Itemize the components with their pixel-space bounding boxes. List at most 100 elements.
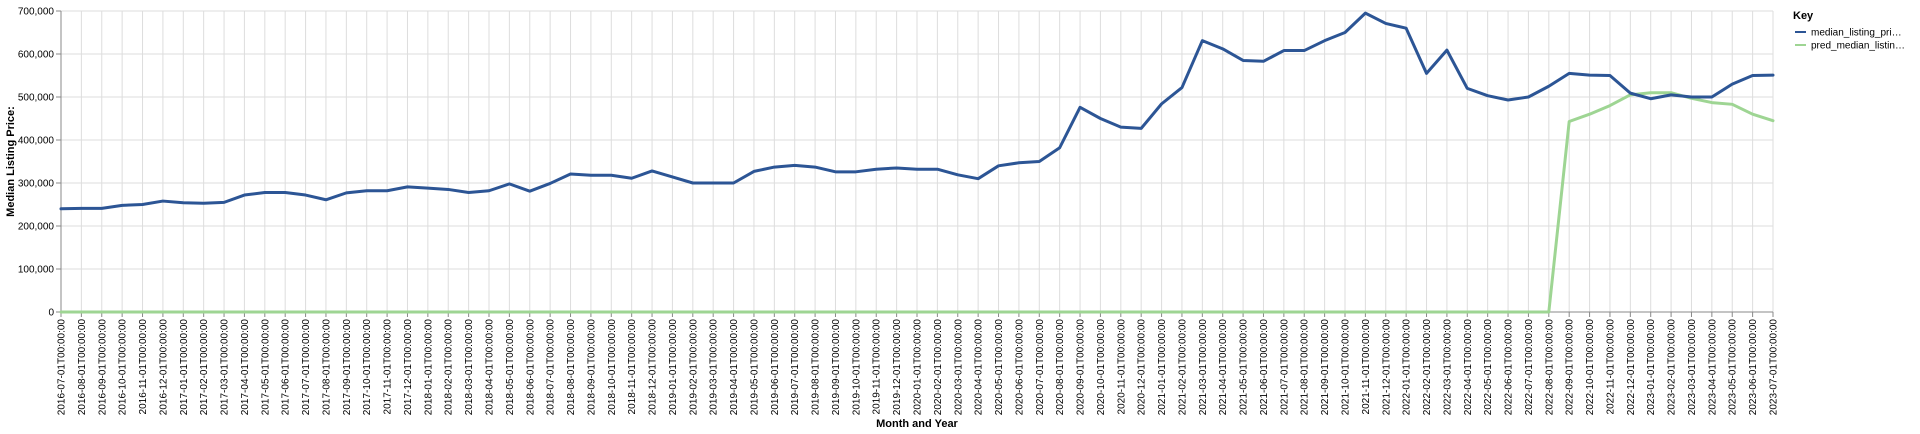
x-tick-label: 2020-11-01T00:00:00 bbox=[1116, 319, 1127, 415]
x-axis-title: Month and Year bbox=[876, 418, 958, 430]
x-tick-label: 2022-06-01T00:00:00 bbox=[1504, 319, 1515, 416]
y-tick-label: 600,000 bbox=[18, 50, 55, 61]
x-tick-label: 2019-06-01T00:00:00 bbox=[770, 319, 781, 416]
x-tick-label: 2019-05-01T00:00:00 bbox=[749, 319, 760, 416]
x-tick-label: 2017-08-01T00:00:00 bbox=[321, 319, 332, 416]
series-lines bbox=[59, 11, 1775, 314]
x-tick-label: 2017-07-01T00:00:00 bbox=[301, 319, 312, 416]
x-tick-label: 2018-11-01T00:00:00 bbox=[627, 319, 638, 415]
x-tick-label: 2016-09-01T00:00:00 bbox=[97, 319, 108, 416]
x-tick-label: 2023-02-01T00:00:00 bbox=[1667, 319, 1678, 416]
y-tick-label: 400,000 bbox=[18, 136, 55, 147]
x-tick-label: 2020-05-01T00:00:00 bbox=[994, 319, 1005, 416]
x-tick-label: 2021-12-01T00:00:00 bbox=[1381, 319, 1392, 416]
y-tick-label: 100,000 bbox=[18, 265, 55, 276]
x-tick-labels: 2016-07-01T00:00:00 2016-08-01T00:00:00 20… bbox=[57, 319, 1780, 416]
x-tick-label: 2019-12-01T00:00:00 bbox=[892, 319, 903, 416]
x-tick-label: 2020-04-01T00:00:00 bbox=[974, 319, 985, 416]
x-tick-label: 2020-02-01T00:00:00 bbox=[933, 319, 944, 416]
x-tick-label: 2018-10-01T00:00:00 bbox=[607, 319, 618, 416]
y-tick-label: 300,000 bbox=[18, 179, 55, 190]
axes bbox=[56, 10, 1774, 317]
x-tick-label: 2019-11-01T00:00:00 bbox=[872, 319, 883, 415]
x-tick-label: 2023-01-01T00:00:00 bbox=[1646, 319, 1657, 416]
x-tick-label: 2022-09-01T00:00:00 bbox=[1565, 319, 1576, 416]
legend-title: Key bbox=[1793, 10, 1814, 22]
x-tick-label: 2016-11-01T00:00:00 bbox=[138, 319, 149, 415]
x-tick-label: 2018-04-01T00:00:00 bbox=[485, 319, 496, 416]
x-tick-label: 2018-02-01T00:00:00 bbox=[444, 319, 455, 416]
y-tick-label: 500,000 bbox=[18, 93, 55, 104]
x-tick-label: 2021-05-01T00:00:00 bbox=[1239, 319, 1250, 416]
x-tick-label: 2018-05-01T00:00:00 bbox=[505, 319, 516, 416]
legend-label: median_listing_pri… bbox=[1811, 28, 1902, 39]
y-tick-label: 0 bbox=[48, 308, 54, 319]
x-tick-label: 2019-10-01T00:00:00 bbox=[851, 319, 862, 416]
x-tick-label: 2016-10-01T00:00:00 bbox=[118, 319, 129, 416]
x-tick-label: 2023-04-01T00:00:00 bbox=[1707, 319, 1718, 416]
x-tick-label: 2021-08-01T00:00:00 bbox=[1300, 319, 1311, 416]
y-axis-title: Median Listing Price: bbox=[5, 106, 17, 217]
x-tick-label: 2019-04-01T00:00:00 bbox=[729, 319, 740, 416]
x-tick-label: 2017-01-01T00:00:00 bbox=[179, 319, 190, 416]
x-tick-label: 2020-03-01T00:00:00 bbox=[953, 319, 964, 416]
x-tick-label: 2016-07-01T00:00:00 bbox=[57, 319, 68, 416]
x-tick-label: 2017-09-01T00:00:00 bbox=[342, 319, 353, 416]
x-tick-label: 2017-11-01T00:00:00 bbox=[383, 319, 394, 415]
x-tick-label: 2022-05-01T00:00:00 bbox=[1483, 319, 1494, 416]
x-tick-label: 2018-01-01T00:00:00 bbox=[423, 319, 434, 416]
x-tick-label: 2017-03-01T00:00:00 bbox=[220, 319, 231, 416]
x-tick-label: 2018-07-01T00:00:00 bbox=[546, 319, 557, 416]
x-tick-label: 2017-05-01T00:00:00 bbox=[260, 319, 271, 416]
x-tick-label: 2020-10-01T00:00:00 bbox=[1096, 319, 1107, 416]
x-tick-label: 2021-07-01T00:00:00 bbox=[1279, 319, 1290, 416]
x-tick-label: 2021-09-01T00:00:00 bbox=[1320, 319, 1331, 416]
x-tick-label: 2019-08-01T00:00:00 bbox=[811, 319, 822, 416]
legend-label: pred_median_listin… bbox=[1811, 41, 1905, 52]
x-tick-label: 2020-08-01T00:00:00 bbox=[1055, 319, 1066, 416]
legend: Key median_listing_pri… pred_median_listi… bbox=[1793, 10, 1905, 52]
x-tick-label: 2022-12-01T00:00:00 bbox=[1626, 319, 1637, 416]
grid-lines bbox=[60, 10, 1774, 313]
x-tick-label: 2021-10-01T00:00:00 bbox=[1341, 319, 1352, 416]
x-tick-label: 2017-02-01T00:00:00 bbox=[199, 319, 210, 416]
series-line-pred-median-listin bbox=[59, 91, 1775, 314]
x-tick-label: 2022-08-01T00:00:00 bbox=[1544, 319, 1555, 416]
x-tick-label: 2023-06-01T00:00:00 bbox=[1748, 319, 1759, 416]
legend-items: median_listing_pri… pred_median_listin… bbox=[1795, 28, 1905, 52]
x-tick-label: 2022-02-01T00:00:00 bbox=[1422, 319, 1433, 416]
x-tick-label: 2019-02-01T00:00:00 bbox=[688, 319, 699, 416]
x-tick-label: 2017-10-01T00:00:00 bbox=[362, 319, 373, 416]
x-tick-label: 2023-05-01T00:00:00 bbox=[1728, 319, 1739, 416]
x-tick-label: 2017-04-01T00:00:00 bbox=[240, 319, 251, 416]
x-tick-label: 2018-12-01T00:00:00 bbox=[648, 319, 659, 416]
x-tick-label: 2020-07-01T00:00:00 bbox=[1035, 319, 1046, 416]
y-tick-label: 200,000 bbox=[18, 222, 55, 233]
x-tick-label: 2022-10-01T00:00:00 bbox=[1585, 319, 1596, 416]
x-tick-label: 2019-01-01T00:00:00 bbox=[668, 319, 679, 416]
x-tick-label: 2018-08-01T00:00:00 bbox=[566, 319, 577, 416]
x-tick-label: 2021-04-01T00:00:00 bbox=[1218, 319, 1229, 416]
x-tick-label: 2021-02-01T00:00:00 bbox=[1177, 319, 1188, 416]
x-tick-label: 2020-01-01T00:00:00 bbox=[913, 319, 924, 416]
x-tick-label: 2022-04-01T00:00:00 bbox=[1463, 319, 1474, 416]
x-tick-label: 2017-12-01T00:00:00 bbox=[403, 319, 414, 416]
x-tick-label: 2020-12-01T00:00:00 bbox=[1137, 319, 1148, 416]
x-tick-label: 2022-07-01T00:00:00 bbox=[1524, 319, 1535, 416]
y-tick-labels: 0 100,000 200,000 300,000 400,000 500,000 600,… bbox=[18, 7, 55, 319]
x-tick-label: 2023-07-01T00:00:00 bbox=[1769, 319, 1780, 416]
x-tick-label: 2018-03-01T00:00:00 bbox=[464, 319, 475, 416]
x-tick-label: 2022-11-01T00:00:00 bbox=[1605, 319, 1616, 415]
x-tick-label: 2023-03-01T00:00:00 bbox=[1687, 319, 1698, 416]
series-line-median-listing-pri bbox=[59, 11, 1775, 211]
x-tick-label: 2019-09-01T00:00:00 bbox=[831, 319, 842, 416]
x-tick-label: 2019-07-01T00:00:00 bbox=[790, 319, 801, 416]
x-tick-label: 2021-03-01T00:00:00 bbox=[1198, 319, 1209, 416]
x-tick-label: 2021-11-01T00:00:00 bbox=[1361, 319, 1372, 415]
x-tick-label: 2020-06-01T00:00:00 bbox=[1014, 319, 1025, 416]
x-tick-label: 2016-08-01T00:00:00 bbox=[77, 319, 88, 416]
x-tick-label: 2020-09-01T00:00:00 bbox=[1076, 319, 1087, 416]
x-tick-label: 2022-03-01T00:00:00 bbox=[1442, 319, 1453, 416]
x-tick-label: 2019-03-01T00:00:00 bbox=[709, 319, 720, 416]
